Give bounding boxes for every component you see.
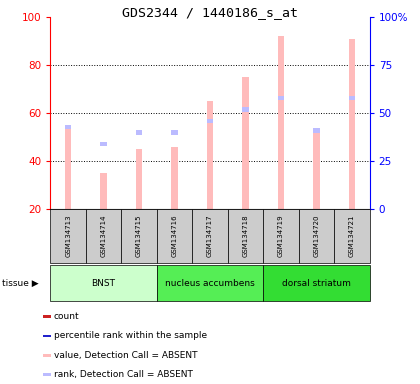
Text: rank, Detection Call = ABSENT: rank, Detection Call = ABSENT <box>54 370 193 379</box>
Bar <box>100 173 107 209</box>
Bar <box>121 209 157 263</box>
Text: GSM134720: GSM134720 <box>313 215 319 257</box>
Text: GSM134714: GSM134714 <box>101 215 107 257</box>
Bar <box>313 128 320 133</box>
Bar <box>50 265 157 301</box>
Bar <box>207 101 213 209</box>
Bar <box>299 209 334 263</box>
Bar <box>192 209 228 263</box>
Bar <box>65 128 71 209</box>
Text: GSM134718: GSM134718 <box>242 215 249 257</box>
Bar <box>171 130 178 135</box>
Bar <box>263 265 370 301</box>
Text: GSM134715: GSM134715 <box>136 215 142 257</box>
Text: dorsal striatum: dorsal striatum <box>282 278 351 288</box>
Bar <box>228 209 263 263</box>
Text: GSM134713: GSM134713 <box>65 215 71 257</box>
Bar <box>43 373 51 376</box>
Bar <box>86 209 121 263</box>
Text: tissue ▶: tissue ▶ <box>2 278 39 288</box>
Bar <box>278 36 284 209</box>
Bar <box>242 77 249 209</box>
Text: GSM134717: GSM134717 <box>207 215 213 257</box>
Bar <box>43 334 51 338</box>
Bar <box>349 96 355 100</box>
Bar <box>136 149 142 209</box>
Bar <box>334 209 370 263</box>
Bar <box>43 315 51 318</box>
Bar <box>50 209 86 263</box>
Bar <box>43 354 51 357</box>
Text: percentile rank within the sample: percentile rank within the sample <box>54 331 207 341</box>
Bar <box>242 107 249 112</box>
Bar <box>313 132 320 209</box>
Text: BNST: BNST <box>92 278 116 288</box>
Text: GSM134719: GSM134719 <box>278 215 284 257</box>
Bar <box>136 130 142 135</box>
Bar <box>278 96 284 100</box>
Bar <box>263 209 299 263</box>
Bar <box>171 147 178 209</box>
Text: GDS2344 / 1440186_s_at: GDS2344 / 1440186_s_at <box>122 6 298 19</box>
Text: count: count <box>54 312 79 321</box>
Bar <box>157 209 192 263</box>
Bar <box>157 265 263 301</box>
Bar <box>207 119 213 123</box>
Text: GSM134721: GSM134721 <box>349 215 355 257</box>
Bar <box>65 124 71 129</box>
Bar <box>100 142 107 146</box>
Text: value, Detection Call = ABSENT: value, Detection Call = ABSENT <box>54 351 197 360</box>
Text: GSM134716: GSM134716 <box>171 215 178 257</box>
Bar <box>349 39 355 209</box>
Text: nucleus accumbens: nucleus accumbens <box>165 278 255 288</box>
